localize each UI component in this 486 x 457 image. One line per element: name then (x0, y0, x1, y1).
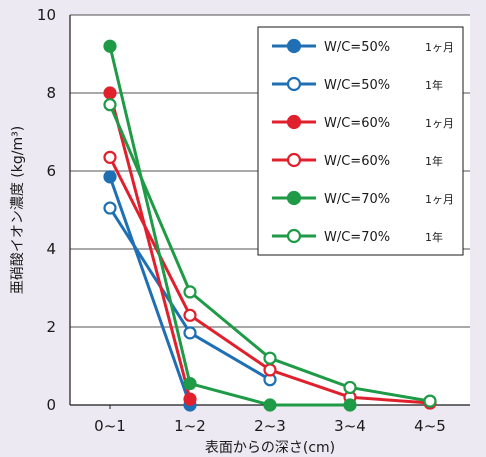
series-line (108, 176, 192, 406)
data-point (183, 376, 197, 391)
x-tick-label: 3~4 (334, 417, 366, 435)
series-line (108, 92, 192, 400)
series-line (108, 45, 350, 407)
data-point (423, 394, 437, 408)
legend-period: 1年 (425, 154, 443, 168)
data-point (103, 39, 117, 53)
legend-box (257, 26, 464, 256)
legend-label: W/C=70% (324, 230, 390, 245)
legend-period: 1ヶ月 (425, 117, 454, 130)
legend-item: W/C=60% 1ヶ月 (272, 114, 454, 131)
data-point (263, 398, 277, 412)
y-tick-label: 6 (46, 162, 56, 180)
y-axis-title: 亜硝酸イオン濃度 (kg/m³) (10, 126, 26, 294)
data-point (103, 150, 117, 164)
y-tick-label: 10 (37, 6, 56, 24)
legend-item: W/C=60% 1年 (272, 152, 443, 169)
data-point (103, 86, 117, 100)
legend-swatch-marker (286, 38, 302, 54)
legend-item: W/C=50% 1年 (272, 76, 443, 93)
legend-swatch-marker (286, 76, 302, 92)
legend-period: 1ヶ月 (425, 41, 454, 54)
data-point (183, 392, 197, 406)
legend-swatch-marker (286, 228, 302, 244)
series-group (103, 86, 197, 406)
data-point (263, 351, 277, 365)
y-tick-label: 4 (46, 240, 56, 258)
legend-swatch-marker (286, 152, 302, 168)
data-point (343, 380, 357, 395)
x-tick-label: 0~1 (94, 417, 126, 435)
x-tick-label: 2~3 (254, 417, 286, 435)
data-point (183, 326, 197, 340)
data-point (103, 201, 117, 215)
x-tick-label: 1~2 (174, 417, 206, 435)
data-point (103, 170, 117, 184)
data-point (183, 308, 197, 322)
legend-label: W/C=50% (324, 78, 390, 93)
legend-label: W/C=70% (324, 192, 390, 207)
legend-swatch-marker (286, 114, 302, 130)
legend-label: W/C=50% (324, 40, 390, 55)
data-point (183, 285, 197, 299)
data-point (103, 98, 117, 112)
series-group (103, 98, 437, 408)
y-tick-label: 8 (46, 84, 56, 102)
legend-item: W/C=50% 1ヶ月 (272, 38, 454, 55)
x-tick-label: 4~5 (414, 417, 446, 435)
y-tick-label: 2 (46, 318, 56, 336)
data-point (343, 398, 357, 412)
series-group (103, 39, 357, 412)
legend-item: W/C=70% 1ヶ月 (272, 190, 454, 207)
legend-period: 1年 (425, 78, 443, 92)
series-group (103, 170, 197, 412)
legend-period: 1年 (425, 230, 443, 244)
series-layer (103, 39, 437, 412)
legend-label: W/C=60% (324, 154, 390, 169)
legend-swatch-marker (286, 190, 302, 206)
x-axis-title: 表面からの深さ(cm) (205, 440, 335, 456)
data-point (263, 363, 277, 377)
y-tick-label: 0 (46, 396, 56, 414)
legend-period: 1ヶ月 (425, 193, 454, 206)
legend-item: W/C=70% 1年 (272, 228, 443, 245)
series-group (103, 201, 277, 387)
legend-label: W/C=60% (324, 116, 390, 131)
